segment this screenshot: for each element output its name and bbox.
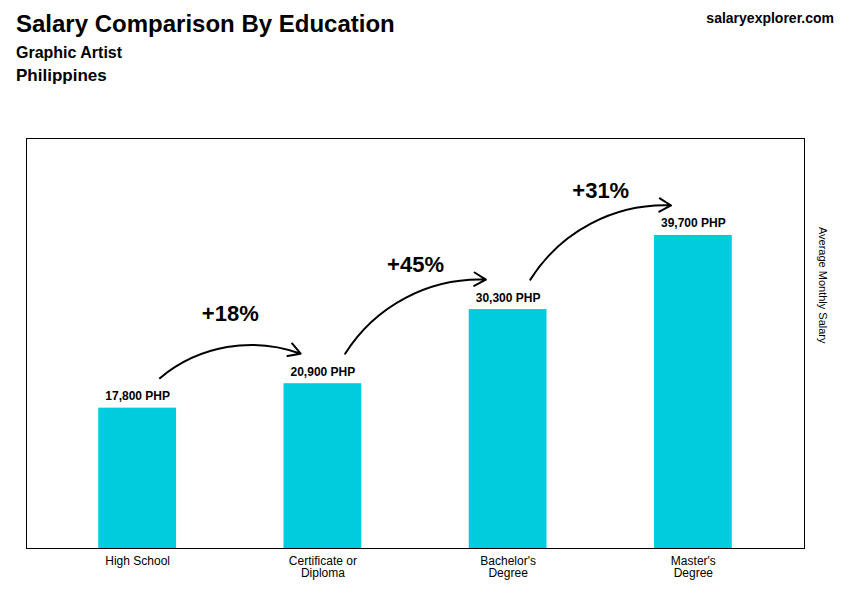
svg-text:Master'sDegree: Master'sDegree xyxy=(671,554,716,580)
svg-text:Certificate orDiploma: Certificate orDiploma xyxy=(289,554,357,580)
svg-text:17,800 PHP: 17,800 PHP xyxy=(105,389,170,403)
html-text:Philippines: Philippines xyxy=(16,66,107,85)
html-text:Graphic Artist: Graphic Artist xyxy=(16,44,123,61)
svg-text:High School: High School xyxy=(105,554,170,568)
svg-text:+45%: +45% xyxy=(387,252,444,277)
svg-text:+31%: +31% xyxy=(572,178,629,203)
html-text:Salary Comparison By Education: Salary Comparison By Education xyxy=(16,10,395,37)
svg-text:+18%: +18% xyxy=(202,301,259,326)
svg-text:Bachelor'sDegree: Bachelor'sDegree xyxy=(480,554,536,580)
svg-text:20,900 PHP: 20,900 PHP xyxy=(291,365,356,379)
html-text:salaryexplorer.com: salaryexplorer.com xyxy=(706,10,834,26)
svg-text:30,300 PHP: 30,300 PHP xyxy=(476,291,541,305)
svg-text:39,700 PHP: 39,700 PHP xyxy=(661,216,726,230)
svg-text:Average Monthly Salary: Average Monthly Salary xyxy=(817,227,829,344)
